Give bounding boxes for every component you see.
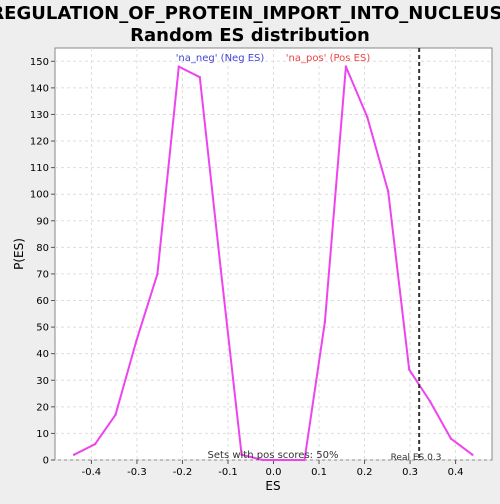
y-tick-label: 140	[30, 83, 49, 94]
y-tick-label: 0	[43, 456, 49, 467]
y-tick-label: 100	[30, 190, 49, 201]
chart-title-line-2: Random ES distribution	[130, 25, 370, 46]
data-point	[471, 454, 473, 456]
data-point	[73, 454, 75, 456]
data-point	[429, 400, 431, 402]
data-point	[345, 65, 347, 67]
x-tick-label: 0.4	[448, 467, 464, 478]
y-axis-label: P(ES)	[12, 238, 26, 270]
sets-with-pos-scores-label: Sets with pos scores: 50%	[208, 450, 339, 461]
x-tick-label: 0.0	[266, 467, 282, 478]
data-point	[366, 116, 368, 118]
x-tick-label: -0.1	[218, 467, 238, 478]
y-tick-label: 10	[36, 429, 49, 440]
y-tick-label: 70	[36, 269, 49, 280]
y-tick-label: 150	[30, 57, 49, 68]
y-tick-label: 40	[36, 349, 49, 360]
x-tick-label: 0.1	[311, 467, 327, 478]
y-tick-label: 20	[36, 402, 49, 413]
x-tick-label: -0.2	[173, 467, 193, 478]
legend-pos-es: 'na_pos' (Pos ES)	[286, 53, 371, 64]
x-tick-label: 0.3	[402, 467, 418, 478]
data-point	[114, 414, 116, 416]
x-tick-label: -0.4	[82, 467, 102, 478]
data-point	[156, 273, 158, 275]
y-tick-label: 60	[36, 296, 49, 307]
data-point	[135, 339, 137, 341]
y-tick-label: 130	[30, 110, 49, 121]
data-point	[450, 438, 452, 440]
data-point	[199, 76, 201, 78]
data-point	[387, 190, 389, 192]
data-point	[220, 267, 222, 269]
x-tick-label: 0.2	[357, 467, 373, 478]
chart-title-line-1: REGULATION_OF_PROTEIN_IMPORT_INTO_NUCLEU…	[0, 3, 500, 24]
data-point	[94, 443, 96, 445]
data-point	[324, 321, 326, 323]
y-axis: 0 10 20 30 40 50 60 70 80 90 100 110 120 130 140 150	[30, 57, 55, 467]
x-axis-label: ES	[265, 479, 280, 493]
y-tick-label: 110	[30, 163, 49, 174]
data-point	[178, 65, 180, 67]
y-tick-label: 30	[36, 376, 49, 387]
real-es-label: Real ES 0.3	[391, 453, 442, 463]
y-tick-label: 120	[30, 137, 49, 148]
y-tick-label: 50	[36, 323, 49, 334]
x-tick-label: -0.3	[127, 467, 147, 478]
y-tick-label: 80	[36, 243, 49, 254]
y-tick-label: 90	[36, 216, 49, 227]
legend-neg-es: 'na_neg' (Neg ES)	[176, 53, 265, 64]
data-point	[408, 368, 410, 370]
